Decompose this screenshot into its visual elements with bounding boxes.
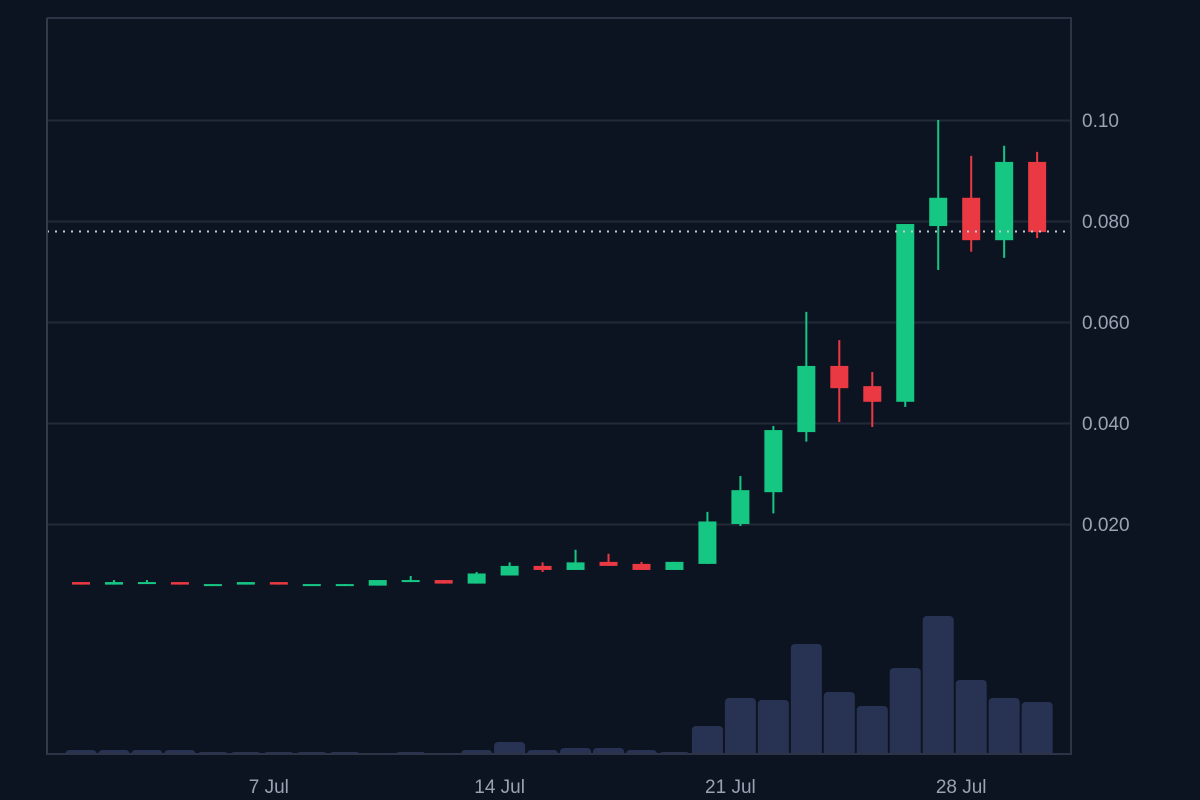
candle-body bbox=[1028, 161, 1047, 233]
volume-bar bbox=[560, 748, 592, 754]
price-tick-label: 0.040 bbox=[1082, 414, 1130, 435]
candle-down[interactable] bbox=[533, 562, 552, 572]
candle-down[interactable] bbox=[599, 553, 618, 566]
candle-up[interactable] bbox=[995, 145, 1014, 258]
candle-up[interactable] bbox=[731, 476, 750, 527]
volume-bar bbox=[856, 706, 888, 754]
candle-up[interactable] bbox=[896, 224, 915, 407]
plot-frame bbox=[46, 17, 1072, 755]
candle-up[interactable] bbox=[500, 562, 519, 576]
candle-down[interactable] bbox=[962, 155, 981, 252]
price-tick-label: 0.10 bbox=[1082, 111, 1119, 132]
candle-up[interactable] bbox=[797, 311, 816, 442]
candle-down[interactable] bbox=[269, 582, 288, 585]
time-axis[interactable]: 7 Jul 14 Jul 21 Jul 28 Jul bbox=[249, 777, 987, 798]
candle-body bbox=[236, 582, 255, 585]
candle-up[interactable] bbox=[236, 582, 255, 585]
candle-body bbox=[764, 430, 783, 493]
candle-up[interactable] bbox=[764, 426, 783, 514]
volume-bar bbox=[889, 668, 921, 754]
volume-bar bbox=[1021, 702, 1053, 754]
candle-body bbox=[665, 561, 684, 570]
volume-bar bbox=[988, 698, 1020, 754]
candle-body bbox=[170, 582, 189, 585]
candle-down[interactable] bbox=[72, 582, 90, 585]
candle-up[interactable] bbox=[401, 576, 420, 583]
candle-body bbox=[203, 584, 222, 587]
date-tick-label: 7 Jul bbox=[249, 777, 289, 798]
price-tick-label: 0.060 bbox=[1082, 313, 1130, 334]
candle-body bbox=[995, 161, 1014, 241]
volume-bar bbox=[724, 698, 756, 754]
candle-body bbox=[434, 580, 453, 584]
candle-down[interactable] bbox=[632, 561, 651, 570]
volume-bar bbox=[757, 700, 789, 754]
candle-body bbox=[137, 582, 156, 585]
date-tick-label: 28 Jul bbox=[936, 777, 987, 798]
candle-body bbox=[335, 584, 354, 587]
price-tick-label: 0.080 bbox=[1082, 212, 1130, 233]
candle-body bbox=[302, 584, 321, 587]
candle-body bbox=[368, 580, 387, 586]
candle-body bbox=[962, 197, 981, 241]
candle-up[interactable] bbox=[203, 584, 222, 587]
volume-bar bbox=[922, 616, 954, 754]
candle-body bbox=[863, 386, 882, 402]
candle-up[interactable] bbox=[467, 571, 486, 584]
candle-up[interactable] bbox=[335, 584, 354, 587]
candle-up[interactable] bbox=[566, 549, 585, 570]
date-tick-label: 14 Jul bbox=[474, 777, 525, 798]
candle-body bbox=[269, 582, 288, 585]
candle-up[interactable] bbox=[368, 580, 387, 586]
candle-body bbox=[698, 521, 717, 564]
candle-body bbox=[500, 565, 519, 576]
candle-body bbox=[830, 365, 849, 389]
candle-down[interactable] bbox=[863, 371, 882, 428]
candle-body bbox=[533, 565, 552, 570]
price-axis[interactable]: 0.10 0.080 0.060 0.040 0.020 bbox=[1082, 111, 1130, 536]
volume-bar bbox=[790, 644, 822, 754]
volume-bar bbox=[494, 742, 526, 754]
candle-down[interactable] bbox=[434, 580, 453, 584]
candle-body bbox=[632, 563, 651, 570]
candle-body bbox=[929, 197, 948, 227]
price-candles bbox=[72, 120, 1047, 587]
candle-up[interactable] bbox=[137, 580, 156, 585]
candle-body bbox=[599, 561, 618, 566]
volume-bar bbox=[823, 692, 855, 754]
candle-up[interactable] bbox=[665, 561, 684, 570]
candle-body bbox=[104, 582, 123, 585]
candle-up[interactable] bbox=[104, 580, 123, 585]
volume-bar bbox=[955, 680, 987, 754]
date-tick-label: 21 Jul bbox=[705, 777, 756, 798]
price-tick-label: 0.020 bbox=[1082, 515, 1130, 536]
candle-body bbox=[467, 573, 486, 584]
candle-up[interactable] bbox=[929, 120, 948, 270]
candle-body bbox=[896, 224, 915, 402]
candle-up[interactable] bbox=[698, 511, 717, 564]
candle-down[interactable] bbox=[1028, 151, 1047, 239]
candle-body bbox=[566, 562, 585, 570]
candle-body bbox=[731, 490, 750, 524]
candle-down[interactable] bbox=[170, 582, 189, 585]
volume-bar bbox=[691, 726, 723, 754]
candle-body bbox=[401, 580, 420, 583]
candle-down[interactable] bbox=[830, 340, 849, 422]
candle-up[interactable] bbox=[302, 584, 321, 587]
candle-body bbox=[72, 582, 90, 585]
volume-bar bbox=[593, 748, 625, 754]
candle-body bbox=[797, 365, 816, 433]
